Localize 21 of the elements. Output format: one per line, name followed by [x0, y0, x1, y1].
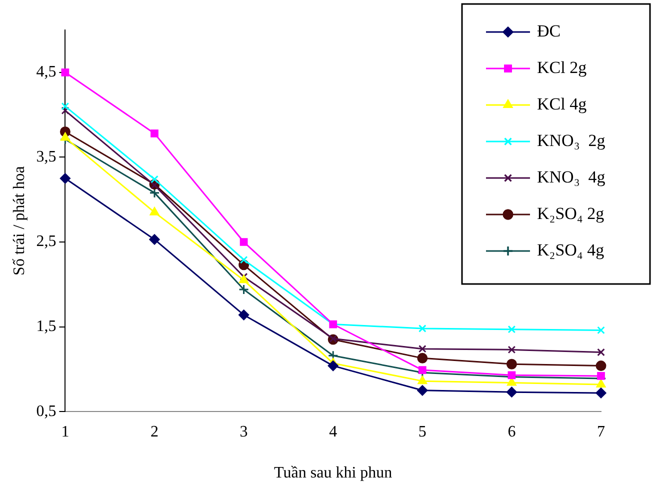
x-tick-label: 2	[150, 423, 158, 440]
y-tick-label: 3,5	[36, 148, 56, 166]
x-tick-label: 4	[329, 423, 338, 440]
legend-label: KCl 4g	[537, 94, 588, 114]
y-tick-label: 1,5	[36, 318, 56, 336]
legend-label: K₂SO₄ 2g	[537, 204, 605, 223]
y-tick-label: 4,5	[36, 64, 56, 81]
x-tick-label: 3	[240, 423, 248, 440]
legend-label: KNO₃ 4g	[537, 167, 606, 186]
legend-label: KNO₃ 2g	[537, 130, 606, 150]
x-tick-label: 6	[508, 423, 516, 440]
x-tick-label: 1	[61, 423, 70, 440]
legend-label: ĐC	[537, 21, 561, 40]
y-axis-title: Số trái / phát hoa	[10, 166, 28, 276]
x-axis-title: Tuần sau khi phun	[274, 464, 392, 482]
x-tick-label: 5	[418, 423, 426, 440]
legend-label: KCl 2g	[537, 58, 588, 77]
legend-label: K₂SO₄ 4g	[537, 240, 605, 260]
x-tick-label: 7	[597, 423, 605, 440]
y-tick-label: 0,5	[36, 402, 56, 420]
y-tick-label: 2,5	[36, 233, 56, 250]
